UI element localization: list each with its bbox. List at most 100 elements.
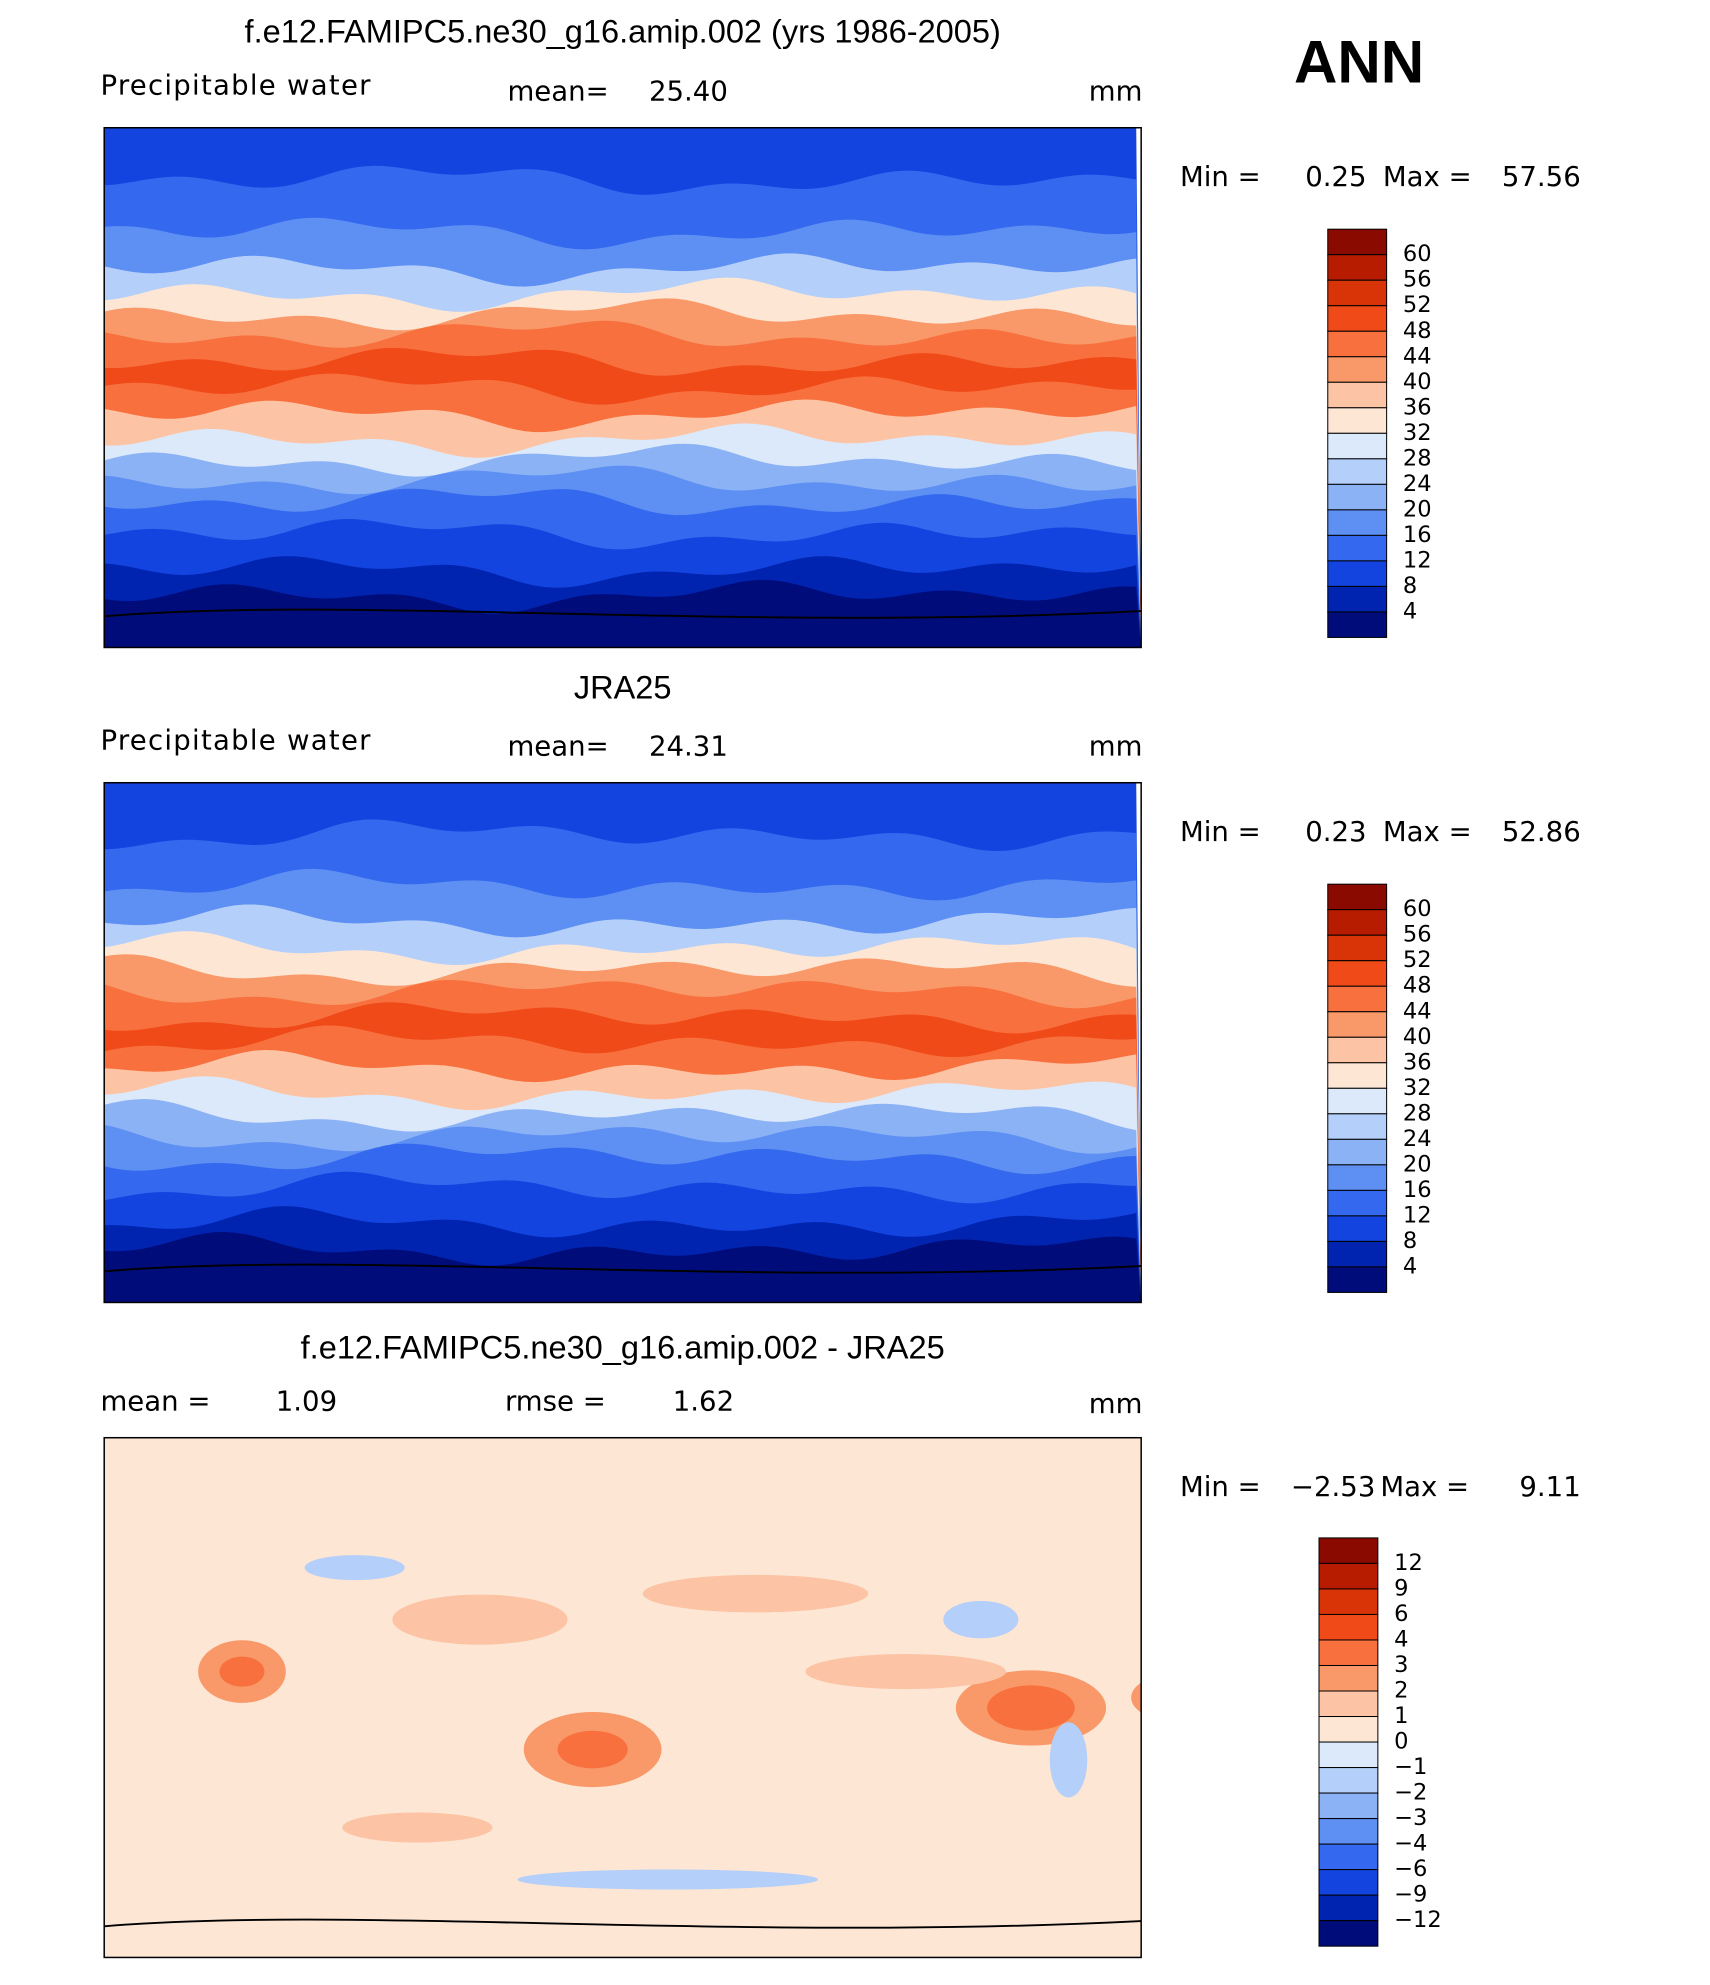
colorbar-label: 0	[1394, 1729, 1408, 1755]
units: mm	[1089, 731, 1143, 763]
map-field	[104, 1437, 1142, 1958]
min-value: 0.25	[1305, 161, 1366, 193]
min-value: −2.53	[1291, 1471, 1375, 1503]
stat-label: rmse =	[505, 1386, 606, 1418]
colorbar-swatch	[1327, 279, 1388, 307]
map-field	[104, 127, 1142, 648]
field-anomaly	[987, 1685, 1075, 1731]
field-anomaly	[557, 1730, 628, 1769]
stat-value: 24.31	[649, 731, 728, 763]
colorbar-label: 32	[1403, 420, 1432, 446]
colorbar-label: 20	[1403, 496, 1432, 522]
colorbar-swatch	[1318, 1537, 1379, 1564]
variable-name: Precipitable water	[100, 69, 371, 101]
stat-label: mean =	[100, 1386, 210, 1418]
colorbar-swatch	[1327, 1113, 1388, 1140]
colorbar-swatch	[1318, 1869, 1379, 1896]
colorbar-swatch	[1327, 1011, 1388, 1038]
colorbar-swatch	[1327, 1138, 1388, 1166]
colorbar-swatch	[1327, 483, 1388, 511]
colorbar-swatch	[1318, 1741, 1379, 1769]
colorbar-label: 44	[1403, 343, 1432, 369]
map-field	[104, 782, 1142, 1303]
colorbar-swatch	[1327, 1164, 1388, 1191]
stat-label: mean=	[507, 731, 608, 763]
stat-value: 1.09	[276, 1386, 337, 1418]
colorbar-swatch	[1327, 1062, 1388, 1089]
colorbar-label: 56	[1403, 267, 1432, 293]
colorbar-label: 60	[1403, 896, 1432, 922]
colorbar-swatch	[1327, 909, 1388, 936]
field-anomaly	[642, 1574, 869, 1613]
colorbar-label: 4	[1394, 1626, 1408, 1652]
colorbar-label: 2	[1394, 1678, 1408, 1704]
panel-title: f.e12.FAMIPC5.ne30_g16.amip.002 - JRA25	[301, 1330, 945, 1366]
colorbar-swatch	[1327, 1240, 1388, 1268]
field-band	[104, 1231, 1141, 1303]
colorbar-swatch	[1318, 1843, 1379, 1871]
colorbar-swatch	[1318, 1920, 1379, 1947]
colorbar-label: 24	[1403, 1126, 1432, 1152]
units: mm	[1089, 1388, 1143, 1420]
colorbar-swatch	[1327, 560, 1388, 587]
colorbar-swatch	[1327, 254, 1388, 281]
coastline	[104, 1263, 1142, 1274]
colorbar-label: 20	[1403, 1151, 1432, 1177]
field-anomaly	[1131, 1682, 1142, 1713]
panel-title: f.e12.FAMIPC5.ne30_g16.amip.002 (yrs 198…	[245, 13, 1001, 49]
colorbar-label: −3	[1394, 1805, 1427, 1831]
field-anomaly	[392, 1594, 568, 1645]
colorbar-swatch	[1327, 509, 1388, 536]
colorbar-label: 16	[1403, 1177, 1432, 1203]
units: mm	[1089, 76, 1143, 108]
colorbar-swatch	[1318, 1894, 1379, 1922]
colorbar-label: 4	[1403, 1253, 1417, 1279]
field-anomaly	[1049, 1722, 1088, 1798]
colorbar-swatch	[1327, 228, 1388, 256]
colorbar-swatch	[1318, 1613, 1379, 1641]
colorbar-label: −6	[1394, 1856, 1427, 1882]
colorbar-label: −9	[1394, 1882, 1427, 1908]
field-anomaly	[342, 1812, 493, 1843]
field-anomaly	[304, 1555, 405, 1581]
colorbar-swatch	[1318, 1716, 1379, 1743]
colorbar-label: 8	[1403, 1228, 1417, 1254]
colorbar-label: 24	[1403, 471, 1432, 497]
field-anomaly	[517, 1869, 819, 1890]
colorbar-label: 44	[1403, 998, 1432, 1024]
colorbar-swatch	[1327, 381, 1388, 409]
stat-value: 25.40	[649, 76, 728, 108]
colorbar-label: 32	[1403, 1075, 1432, 1101]
field-anomaly	[943, 1600, 1019, 1639]
min-value: 0.23	[1305, 816, 1366, 848]
season-label: ANN	[1294, 28, 1424, 95]
panel-title: JRA25	[574, 670, 672, 706]
colorbar-swatch	[1327, 1215, 1388, 1242]
colorbar-label: 6	[1394, 1601, 1408, 1627]
colorbar-swatch	[1327, 458, 1388, 485]
colorbar-swatch	[1327, 585, 1388, 613]
colorbar-swatch	[1327, 1189, 1388, 1217]
colorbar-swatch	[1327, 985, 1388, 1013]
colorbar-swatch	[1327, 960, 1388, 987]
colorbar-label: 1	[1394, 1703, 1408, 1729]
stat-label: mean=	[507, 76, 608, 108]
colorbar-label: 8	[1403, 573, 1417, 599]
colorbar-label: 4	[1403, 598, 1417, 624]
colorbar-label: 52	[1403, 292, 1432, 318]
colorbar-swatch	[1318, 1818, 1379, 1845]
colorbar-swatch	[1318, 1664, 1379, 1692]
colorbar-swatch	[1318, 1690, 1379, 1718]
min-label: Min =	[1180, 1471, 1261, 1503]
colorbar-swatch	[1327, 330, 1388, 358]
colorbar-label: −4	[1394, 1831, 1427, 1857]
coastline	[104, 608, 1142, 619]
colorbar-swatch	[1327, 1266, 1388, 1293]
colorbar-label: 36	[1403, 1049, 1432, 1075]
colorbar-swatch	[1327, 1036, 1388, 1064]
colorbar-swatch	[1327, 356, 1388, 383]
colorbar-swatch	[1318, 1767, 1379, 1794]
colorbar-label: 40	[1403, 1024, 1432, 1050]
colorbar-label: 56	[1403, 922, 1432, 948]
